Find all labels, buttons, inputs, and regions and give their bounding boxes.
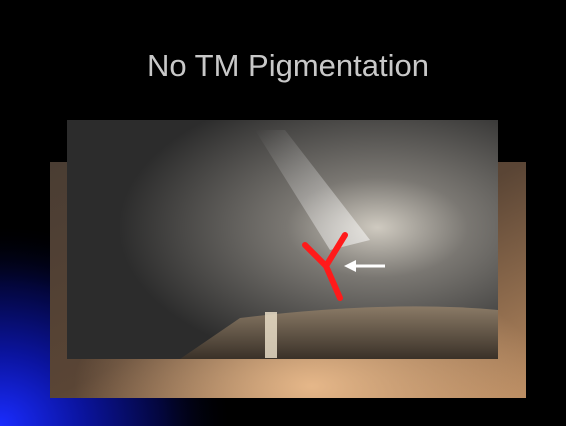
front-photo [67, 120, 498, 359]
arrow [344, 260, 385, 272]
y-marker [302, 232, 348, 301]
slide-title: No TM Pigmentation [147, 48, 429, 83]
